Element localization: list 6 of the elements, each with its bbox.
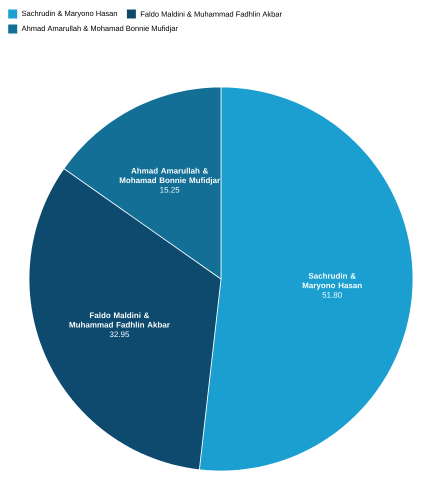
slice-label: Sachrudin & Maryono Hasan [302,272,362,290]
data-label: 51.80 [322,292,342,298]
data-label: 32.95 [110,331,130,338]
slice-label: Faldo Maldini & Muhammad Fadhlin Akbar [70,312,170,328]
data-label: 15.25 [160,186,180,193]
slice-label: Ahmad Amarullah & Mohamad Bonnie Mufidjar [120,168,220,185]
